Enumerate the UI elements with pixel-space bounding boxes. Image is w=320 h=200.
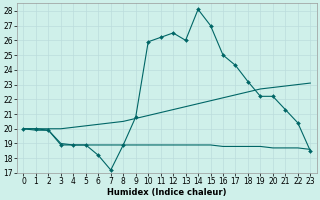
X-axis label: Humidex (Indice chaleur): Humidex (Indice chaleur) (107, 188, 227, 197)
